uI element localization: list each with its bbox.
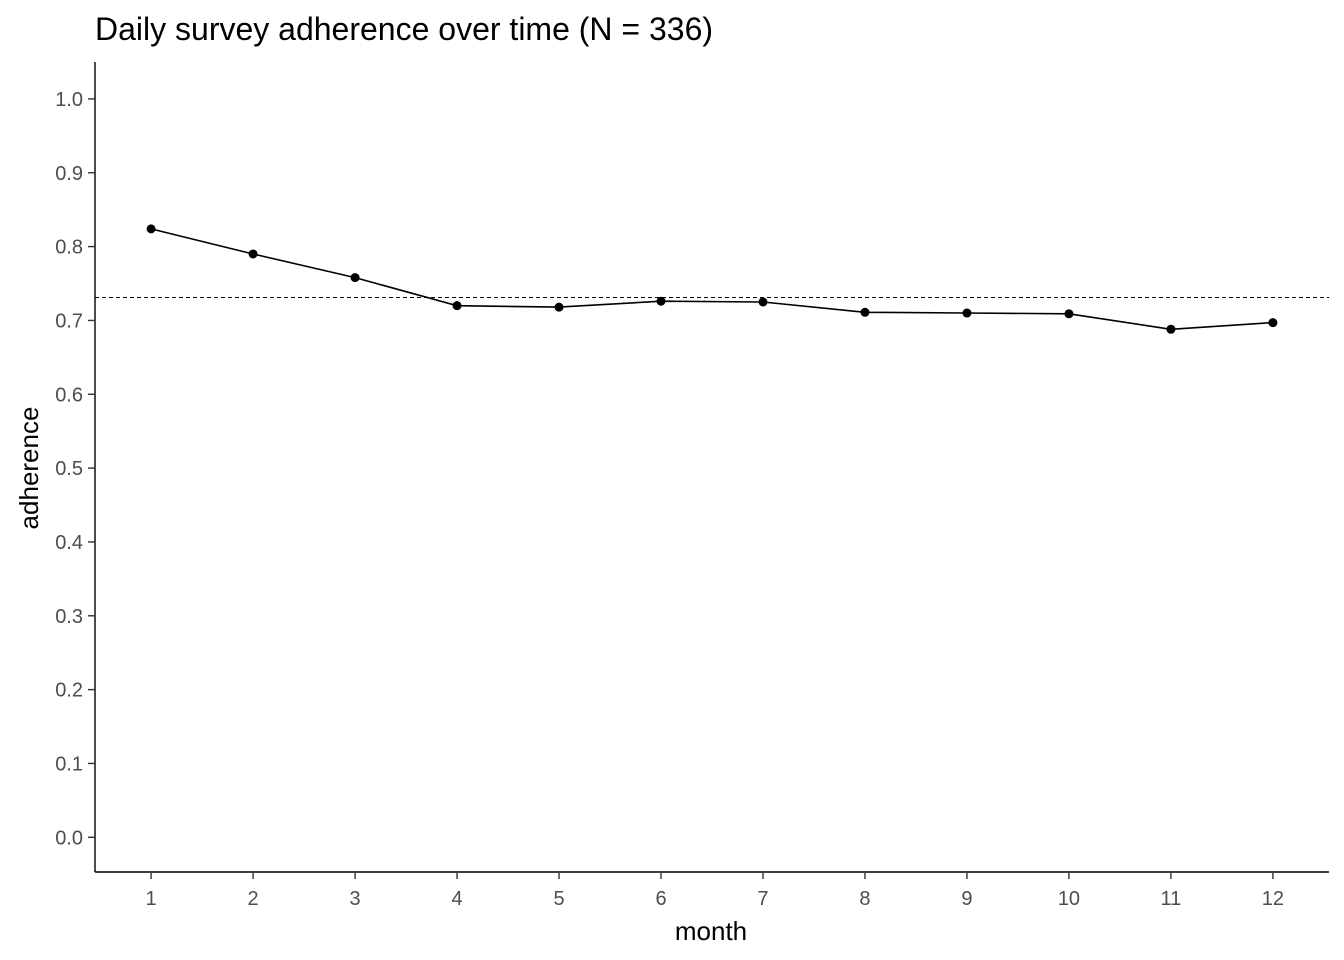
y-tick-label: 0.5: [55, 458, 83, 480]
x-tick-label: 6: [655, 888, 666, 910]
x-axis-title: month: [675, 916, 747, 946]
y-tick-label: 0.6: [55, 384, 83, 406]
plot-area: 0.00.10.20.30.40.50.60.70.80.91.01 2 3 4 5 6 7…: [55, 62, 1329, 910]
data-point: [248, 249, 258, 259]
data-point: [758, 297, 768, 307]
y-tick-label: 0.2: [55, 680, 83, 702]
y-tick-label: 0.8: [55, 237, 83, 259]
x-tick-label: 1: [146, 888, 157, 910]
y-tick-label: 0.3: [55, 606, 83, 628]
y-tick-label: 0.0: [55, 827, 83, 849]
x-tick-label: 5: [553, 888, 564, 910]
x-tick-label: 8: [859, 888, 870, 910]
data-point: [1064, 309, 1074, 319]
x-tick-label: 10: [1058, 888, 1080, 910]
y-tick-label: 0.4: [55, 532, 83, 554]
x-tick-label: 7: [757, 888, 768, 910]
data-point: [962, 308, 972, 318]
chart-title: Daily survey adherence over time (N = 33…: [95, 11, 713, 47]
x-tick-label: 12: [1262, 888, 1284, 910]
y-tick-label: 0.9: [55, 163, 83, 185]
y-axis-title: adherence: [14, 407, 44, 530]
y-tick-label: 0.1: [55, 753, 83, 775]
x-tick-label: 11: [1161, 888, 1182, 910]
y-tick-label: 1.0: [55, 89, 83, 111]
data-point: [1166, 324, 1176, 334]
data-point: [656, 296, 666, 306]
x-tick-label: 4: [451, 888, 462, 910]
y-tick-label: 0.7: [55, 310, 83, 332]
x-tick-label: 3: [349, 888, 360, 910]
series-line: [150, 228, 1273, 331]
data-point: [146, 224, 156, 234]
x-tick-label: 2: [248, 888, 259, 910]
data-point: [860, 307, 870, 317]
data-point: [452, 301, 462, 311]
data-point: [554, 302, 564, 312]
data-point: [1268, 318, 1278, 328]
x-tick-label: 9: [961, 888, 972, 910]
data-point: [350, 273, 360, 283]
